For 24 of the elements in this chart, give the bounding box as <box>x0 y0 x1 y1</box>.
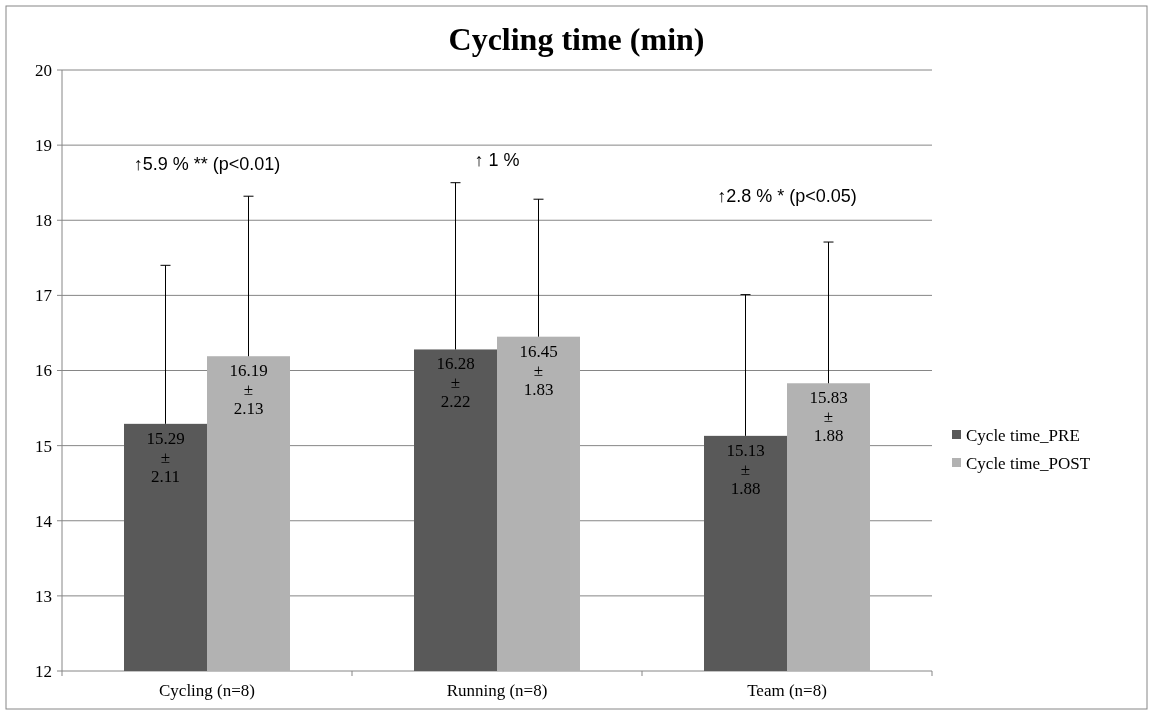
data-label: 16.28 ± 2.22 <box>436 354 475 412</box>
y-tick-label: 18 <box>35 211 52 231</box>
y-tick-label: 16 <box>35 361 52 381</box>
x-tick-label: Team (n=8) <box>747 681 827 700</box>
y-tick-label: 12 <box>35 661 52 681</box>
legend-label: Cycle time_PRE <box>966 425 1080 445</box>
x-tick-label: Running (n=8) <box>446 681 548 700</box>
data-label: 15.29 ± 2.11 <box>146 428 185 486</box>
y-tick-label: 15 <box>35 436 52 456</box>
y-tick-label: 20 <box>35 60 52 80</box>
annotation: ↑ 1 % <box>474 150 520 171</box>
y-tick-label: 19 <box>35 136 52 156</box>
y-tick-label: 17 <box>35 286 53 306</box>
x-tick-label: Cycling (n=8) <box>159 681 255 700</box>
legend-label: Cycle time_POST <box>966 453 1091 473</box>
data-label: 15.13 ± 1.88 <box>726 440 765 498</box>
annotation: ↑2.8 % * (p<0.05) <box>717 186 857 207</box>
y-tick-label: 13 <box>35 586 52 606</box>
chart-title: Cycling time (min) <box>448 21 705 57</box>
data-label: 16.19 ± 2.13 <box>229 361 268 419</box>
data-label: 15.83 ± 1.88 <box>809 388 848 446</box>
annotation: ↑5.9 % ** (p<0.01) <box>133 154 281 175</box>
data-label: 16.45 ± 1.83 <box>519 341 558 399</box>
y-tick-label: 14 <box>35 511 53 531</box>
